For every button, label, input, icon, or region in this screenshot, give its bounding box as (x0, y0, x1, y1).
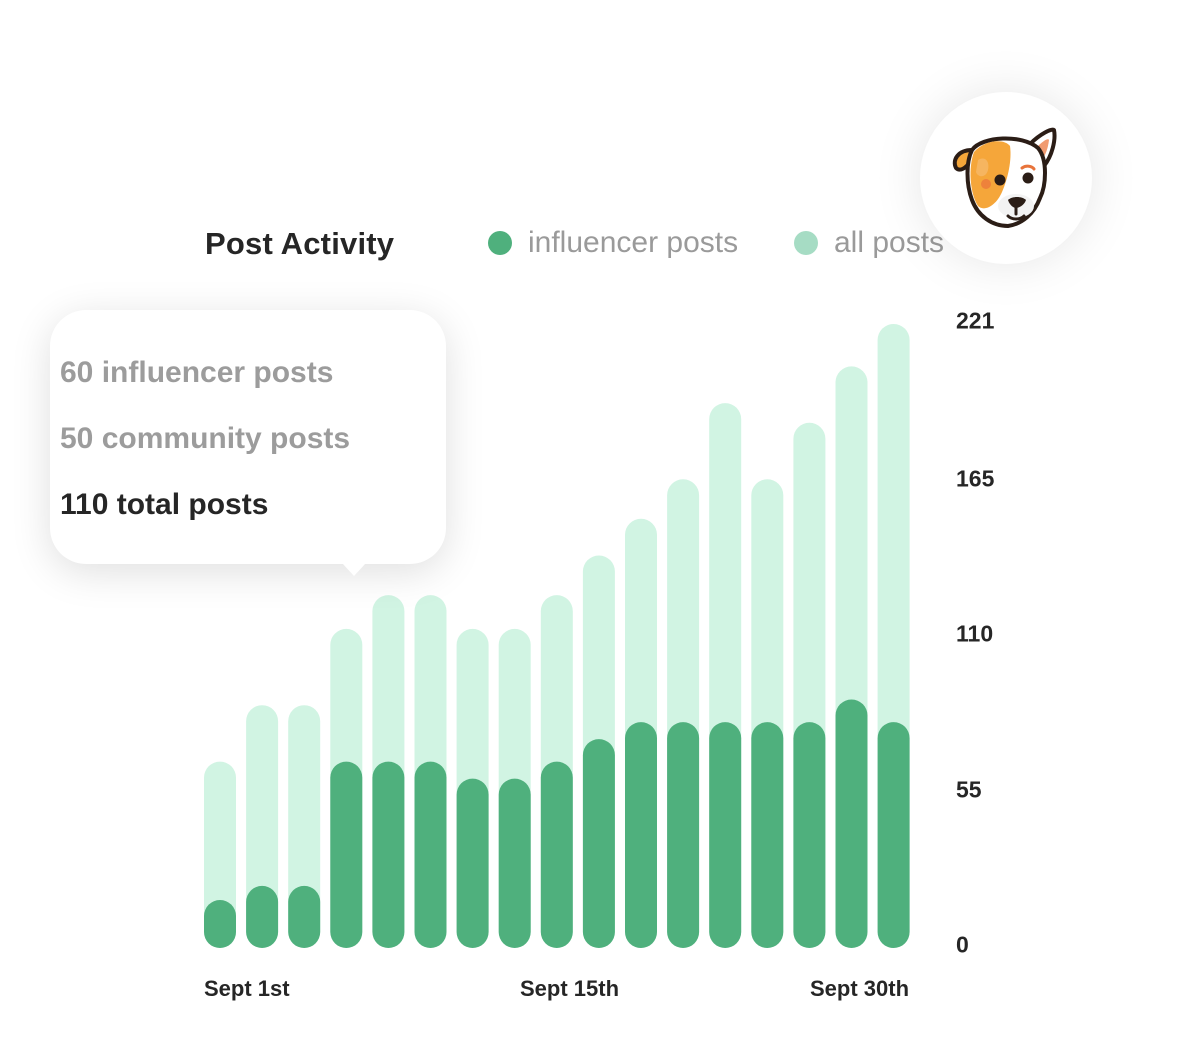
y-tick-label: 55 (956, 776, 982, 803)
influencer-posts-bar[interactable] (456, 778, 489, 948)
influencer-posts-bar[interactable] (582, 739, 615, 948)
influencer-posts-bar[interactable] (288, 885, 321, 948)
influencer-posts-bar[interactable] (204, 900, 236, 948)
legend-label-influencer: influencer posts (528, 226, 739, 259)
tooltip-community-line: 50 community posts (60, 422, 351, 455)
influencer-posts-bar[interactable] (835, 699, 868, 949)
tooltip-total-line: 110 total posts (60, 488, 269, 521)
influencer-posts-bar[interactable] (667, 722, 700, 948)
dog-face-icon (952, 127, 1057, 228)
y-tick-label: 110 (956, 620, 994, 647)
influencer-posts-bar[interactable] (498, 778, 531, 948)
y-tick-label: 221 (956, 307, 995, 334)
influencer-posts-bar[interactable] (625, 722, 657, 948)
x-tick-label: Sept 1st (204, 976, 290, 1001)
legend-label-all: all posts (834, 226, 945, 259)
legend-dot-influencer (488, 231, 512, 255)
legend-dot-all (794, 231, 818, 255)
influencer-posts-bar[interactable] (414, 761, 447, 948)
y-tick-label: 165 (956, 465, 995, 492)
all-posts-bar[interactable] (204, 761, 236, 948)
tooltip (50, 310, 446, 576)
influencer-posts-bar[interactable] (877, 722, 910, 948)
x-tick-label: Sept 30th (810, 976, 910, 1001)
tooltip-influencer-line: 60 influencer posts (60, 356, 334, 389)
legend-item-influencer[interactable]: influencer posts (488, 226, 738, 260)
influencer-posts-bar[interactable] (540, 761, 573, 948)
y-tick-label: 0 (956, 931, 969, 958)
influencer-posts-series (204, 699, 910, 949)
influencer-posts-bar[interactable] (751, 722, 784, 948)
influencer-posts-bar[interactable] (330, 761, 363, 948)
avatar[interactable] (920, 92, 1092, 264)
legend-item-all[interactable]: all posts (794, 226, 944, 260)
influencer-posts-bar[interactable] (709, 722, 742, 948)
influencer-posts-bar[interactable] (793, 722, 826, 948)
all-posts-bar[interactable] (246, 705, 279, 948)
tooltip-arrow (342, 563, 366, 576)
influencer-posts-bar[interactable] (246, 885, 279, 948)
influencer-posts-bar[interactable] (372, 761, 405, 948)
chart-title: Post Activity (205, 226, 395, 261)
all-posts-bar[interactable] (288, 705, 321, 948)
x-tick-label: Sept 15th (520, 976, 620, 1001)
